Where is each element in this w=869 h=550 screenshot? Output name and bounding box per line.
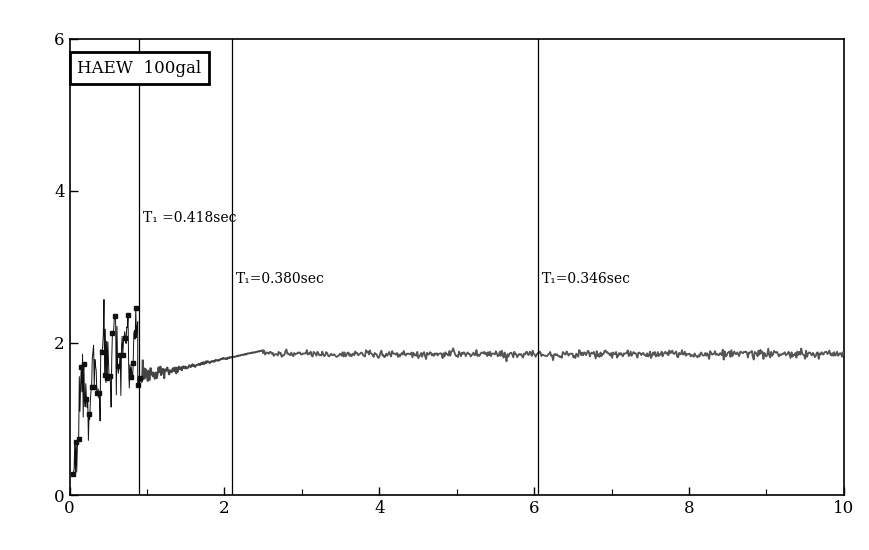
Text: T₁ =0.418sec: T₁ =0.418sec <box>143 211 236 225</box>
Text: T₁=0.346sec: T₁=0.346sec <box>541 272 630 286</box>
Text: HAEW  100gal: HAEW 100gal <box>77 60 202 77</box>
Text: T₁=0.380sec: T₁=0.380sec <box>235 272 325 286</box>
